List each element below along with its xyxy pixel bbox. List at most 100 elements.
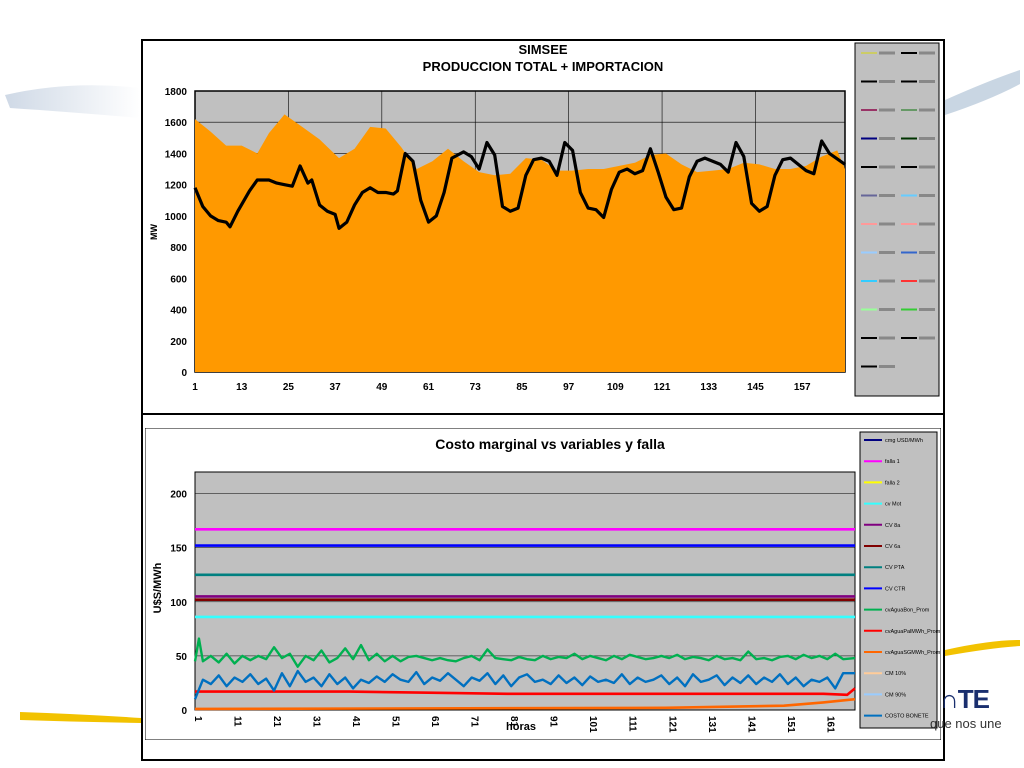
legend-label-placeholder bbox=[919, 279, 935, 283]
series-group bbox=[193, 528, 856, 711]
y-tick-label: 0 bbox=[181, 706, 187, 717]
series-line-13 bbox=[193, 669, 855, 700]
x-tick-label: 133 bbox=[700, 382, 717, 393]
x-tick-label: 71 bbox=[469, 716, 480, 728]
legend-label: CV 8a bbox=[885, 523, 901, 529]
legend-label: cvAguaBon_Prom bbox=[885, 608, 930, 614]
legend-label-placeholder bbox=[879, 137, 895, 140]
legend-label-placeholder bbox=[919, 165, 935, 169]
plot-area bbox=[194, 471, 856, 711]
series-line-9 bbox=[195, 687, 856, 697]
x-axis-ticks: 1 13 25 37 49 61 73 85 97 109 121 133 145 157 bbox=[192, 382, 811, 393]
x-tick-label: 21 bbox=[271, 716, 282, 728]
x-tick-label: 37 bbox=[330, 382, 342, 393]
legend-label: COSTO BONETE bbox=[885, 714, 929, 720]
y-tick-label: 200 bbox=[170, 490, 187, 501]
company-logo-mark: ∩TE bbox=[940, 684, 990, 714]
y-tick-label: 100 bbox=[170, 598, 187, 609]
y-tick-label: 400 bbox=[170, 306, 187, 317]
chart-title: Costo marginal vs variables y falla bbox=[435, 436, 665, 452]
legend-label: falla 2 bbox=[885, 480, 900, 486]
x-tick-label: 73 bbox=[470, 382, 482, 393]
marginal-cost-chart: Costo marginal vs variables y falla 0 50 1… bbox=[145, 428, 941, 740]
line-series-4 bbox=[193, 139, 846, 230]
y-tick-label: 1200 bbox=[165, 181, 188, 192]
x-tick-label: 161 bbox=[824, 716, 835, 733]
y-tick-label: 800 bbox=[170, 243, 187, 254]
legend-label-placeholder bbox=[919, 80, 935, 83]
x-tick-label: 49 bbox=[376, 382, 388, 393]
chart-title: SIMSEE bbox=[518, 42, 567, 57]
y-tick-label: 0 bbox=[181, 368, 187, 379]
x-tick-label: 1 bbox=[192, 382, 198, 393]
legend-label: CM 10% bbox=[885, 671, 906, 677]
y-tick-label: 1800 bbox=[165, 87, 188, 98]
x-tick-label: 61 bbox=[429, 716, 440, 728]
y-tick-label: 600 bbox=[170, 274, 187, 285]
legend-label-placeholder bbox=[919, 194, 935, 197]
legend-label-placeholder bbox=[879, 222, 895, 226]
x-tick-label: 97 bbox=[563, 382, 575, 393]
x-tick-label: 157 bbox=[794, 382, 811, 393]
production-chart: SIMSEE PRODUCCION TOTAL + IMPORTACION 0 2… bbox=[149, 42, 940, 397]
legend-label-placeholder bbox=[919, 308, 935, 311]
x-tick-label: 41 bbox=[350, 716, 361, 728]
series-line-8 bbox=[193, 637, 856, 668]
legend-label-placeholder bbox=[879, 80, 895, 83]
legend-label: CM 90% bbox=[885, 692, 906, 698]
x-tick-label: 109 bbox=[607, 382, 624, 393]
legend-label: cmg USD/MWh bbox=[885, 438, 923, 444]
decorative-swoosh-top-right bbox=[945, 70, 1020, 115]
x-tick-label: 61 bbox=[423, 382, 435, 393]
legend-label-placeholder bbox=[879, 194, 895, 197]
logo-tagline: que nos une bbox=[930, 716, 1002, 731]
x-tick-label: 151 bbox=[785, 716, 796, 733]
legend-label-placeholder bbox=[879, 165, 895, 169]
y-tick-label: 150 bbox=[170, 544, 187, 555]
legend-label-placeholder bbox=[919, 251, 935, 254]
x-tick-label: 13 bbox=[236, 382, 248, 393]
legend-label-placeholder bbox=[919, 137, 935, 140]
legend-label-placeholder bbox=[879, 308, 895, 311]
x-axis-label: horas bbox=[506, 721, 536, 733]
series-line-10 bbox=[194, 697, 856, 711]
y-tick-label: 200 bbox=[170, 337, 187, 348]
legend-label-placeholder bbox=[919, 51, 935, 55]
legend-box bbox=[859, 431, 938, 729]
legend-label: CV 6a bbox=[885, 544, 901, 550]
legend-label-placeholder bbox=[879, 336, 895, 340]
legend-label: CV CTR bbox=[885, 586, 906, 592]
x-tick-label: 81 bbox=[508, 716, 519, 728]
legend-label-placeholder bbox=[919, 222, 935, 226]
y-axis-ticks: 0 50 100 150 200 bbox=[170, 490, 187, 717]
x-tick-label: 121 bbox=[654, 382, 671, 393]
legend-label: falla 1 bbox=[885, 459, 900, 465]
x-tick-label: 131 bbox=[706, 716, 717, 733]
y-tick-label: 50 bbox=[176, 652, 188, 663]
y-tick-label: 1600 bbox=[165, 118, 188, 129]
legend-label: cv Mot bbox=[885, 502, 902, 508]
legend-label-placeholder bbox=[879, 108, 895, 112]
x-tick-label: 91 bbox=[548, 716, 559, 728]
legend-label-placeholder bbox=[879, 365, 895, 368]
y-axis-label: MW bbox=[149, 224, 159, 240]
legend bbox=[861, 51, 935, 368]
x-tick-label: 31 bbox=[311, 716, 322, 728]
x-tick-label: 1 bbox=[192, 716, 203, 722]
y-axis-label: U$S/MWh bbox=[152, 562, 164, 613]
decorative-swoosh-bottom-right bbox=[945, 640, 1020, 656]
x-tick-label: 85 bbox=[516, 382, 528, 393]
legend: cmg USD/MWh falla 1 falla 2 cv Mot CV 8a CV 6… bbox=[864, 438, 941, 720]
x-tick-label: 121 bbox=[666, 716, 677, 733]
x-tick-label: 145 bbox=[747, 382, 764, 393]
legend-label-placeholder bbox=[879, 279, 895, 283]
x-tick-label: 101 bbox=[587, 716, 598, 733]
y-axis-ticks: 0 200 400 600 800 1000 1200 1400 1600 1800 bbox=[165, 87, 188, 379]
legend-label: cvAguaSGMWh_Prom bbox=[885, 650, 941, 656]
x-tick-label: 141 bbox=[745, 716, 756, 733]
x-tick-label: 51 bbox=[390, 716, 401, 728]
area-series-3 bbox=[195, 114, 845, 373]
x-tick-label: 11 bbox=[232, 716, 243, 727]
legend-label-placeholder bbox=[879, 251, 895, 254]
